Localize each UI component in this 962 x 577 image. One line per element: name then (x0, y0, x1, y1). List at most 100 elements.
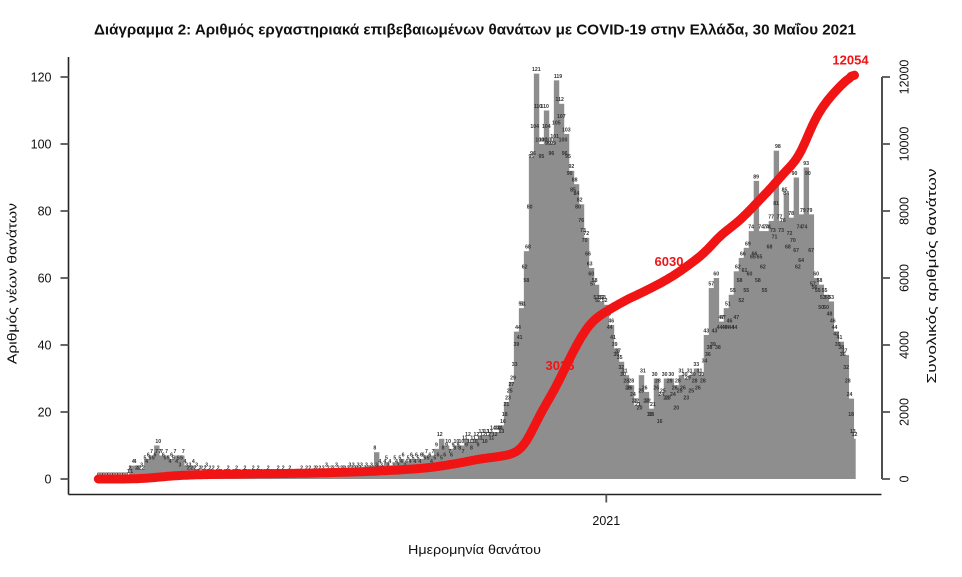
svg-text:3: 3 (195, 462, 198, 468)
svg-text:52: 52 (602, 298, 608, 304)
svg-text:30: 30 (652, 372, 658, 378)
svg-text:2: 2 (267, 466, 270, 472)
svg-text:96: 96 (548, 151, 554, 157)
svg-text:14: 14 (493, 426, 499, 432)
svg-text:6: 6 (415, 452, 418, 458)
svg-text:34: 34 (702, 359, 708, 365)
svg-text:2: 2 (212, 466, 215, 472)
svg-text:4: 4 (400, 459, 403, 465)
svg-text:39: 39 (612, 342, 618, 348)
svg-text:4: 4 (145, 459, 148, 465)
svg-text:46: 46 (830, 318, 836, 324)
svg-text:58: 58 (755, 278, 761, 284)
svg-text:79: 79 (800, 208, 806, 214)
svg-text:28: 28 (675, 379, 681, 385)
svg-text:31: 31 (640, 369, 646, 375)
svg-text:26: 26 (695, 385, 701, 391)
svg-text:25: 25 (660, 389, 666, 395)
svg-text:32: 32 (843, 365, 849, 371)
svg-text:50: 50 (823, 305, 829, 311)
svg-text:2: 2 (217, 466, 220, 472)
svg-text:2: 2 (139, 466, 142, 472)
svg-text:25: 25 (638, 389, 644, 395)
svg-text:30: 30 (690, 372, 696, 378)
svg-text:6: 6 (443, 452, 446, 458)
svg-text:100: 100 (559, 137, 568, 143)
svg-text:5: 5 (440, 456, 443, 462)
svg-text:6030: 6030 (655, 254, 684, 269)
svg-text:13: 13 (850, 429, 856, 435)
svg-text:39: 39 (710, 342, 716, 348)
svg-text:14: 14 (495, 426, 501, 432)
svg-text:12: 12 (465, 432, 471, 438)
svg-text:10000: 10000 (898, 127, 912, 162)
svg-text:8: 8 (373, 446, 376, 452)
svg-text:72: 72 (787, 231, 793, 237)
svg-text:46: 46 (727, 318, 733, 324)
svg-text:9: 9 (457, 442, 460, 448)
svg-text:13: 13 (487, 429, 493, 435)
svg-text:4: 4 (413, 459, 416, 465)
svg-text:60: 60 (747, 271, 753, 277)
svg-text:66: 66 (740, 251, 746, 257)
svg-text:12: 12 (852, 432, 858, 438)
svg-text:2: 2 (190, 466, 193, 472)
svg-text:2: 2 (235, 466, 238, 472)
svg-text:36: 36 (840, 352, 846, 358)
svg-text:37: 37 (842, 348, 848, 354)
svg-text:10: 10 (472, 439, 478, 445)
svg-text:119: 119 (554, 74, 562, 80)
svg-text:30: 30 (698, 372, 704, 378)
svg-text:4: 4 (383, 459, 386, 465)
svg-text:7: 7 (448, 449, 451, 455)
svg-text:6: 6 (154, 452, 157, 458)
svg-text:2: 2 (282, 466, 285, 472)
svg-text:33: 33 (512, 362, 518, 368)
svg-text:2: 2 (208, 466, 211, 472)
svg-text:104: 104 (530, 124, 539, 130)
svg-text:7: 7 (432, 449, 435, 455)
svg-text:62: 62 (760, 265, 766, 271)
svg-text:65: 65 (750, 255, 756, 261)
svg-text:3: 3 (325, 462, 328, 468)
svg-text:100: 100 (31, 137, 52, 151)
svg-text:78: 78 (788, 211, 794, 217)
svg-text:25: 25 (677, 389, 683, 395)
svg-text:28: 28 (667, 379, 673, 385)
svg-text:4: 4 (408, 459, 411, 465)
svg-text:5: 5 (164, 456, 167, 462)
svg-text:80: 80 (575, 204, 581, 210)
svg-text:74: 74 (763, 225, 769, 231)
svg-text:5: 5 (412, 456, 415, 462)
svg-text:24: 24 (630, 392, 636, 398)
svg-text:3: 3 (348, 462, 351, 468)
svg-text:2021: 2021 (592, 514, 620, 528)
svg-text:2: 2 (200, 466, 203, 472)
svg-text:7: 7 (160, 449, 163, 455)
svg-text:3: 3 (352, 462, 355, 468)
svg-text:42: 42 (833, 332, 839, 338)
svg-text:60: 60 (38, 271, 52, 285)
svg-text:28: 28 (700, 379, 706, 385)
svg-text:98: 98 (775, 144, 781, 150)
svg-text:3: 3 (397, 462, 400, 468)
svg-text:73: 73 (778, 228, 784, 234)
svg-text:Συνολικός αριθμός θανάτων: Συνολικός αριθμός θανάτων (924, 169, 939, 384)
svg-text:4: 4 (378, 459, 381, 465)
svg-text:2: 2 (198, 466, 201, 472)
svg-text:7: 7 (165, 449, 168, 455)
svg-text:61: 61 (742, 268, 748, 274)
svg-text:73: 73 (770, 228, 776, 234)
svg-text:20: 20 (673, 405, 679, 411)
svg-text:6: 6 (402, 452, 405, 458)
svg-text:3: 3 (185, 462, 188, 468)
svg-text:48: 48 (827, 312, 833, 318)
svg-text:33: 33 (693, 362, 699, 368)
svg-text:18: 18 (502, 412, 508, 418)
svg-text:5: 5 (407, 456, 410, 462)
svg-text:31: 31 (697, 369, 703, 375)
svg-text:105: 105 (552, 121, 561, 127)
svg-text:30: 30 (682, 372, 688, 378)
svg-text:26: 26 (642, 385, 648, 391)
svg-text:89: 89 (753, 174, 759, 180)
